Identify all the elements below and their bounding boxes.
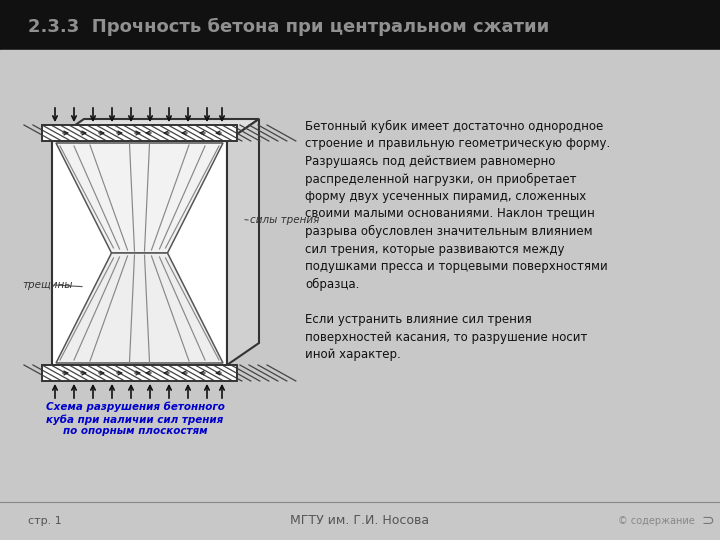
- Text: своими малыми основаниями. Наклон трещин: своими малыми основаниями. Наклон трещин: [305, 207, 595, 220]
- Text: Схема разрушения бетонного
куба при наличии сил трения
по опорным плоскостям: Схема разрушения бетонного куба при нали…: [45, 402, 225, 436]
- Text: силы трения: силы трения: [250, 215, 320, 225]
- Text: © содержание: © содержание: [618, 516, 695, 526]
- Text: распределенной нагрузки, он приобретает: распределенной нагрузки, он приобретает: [305, 172, 577, 186]
- Polygon shape: [56, 253, 223, 363]
- Text: поверхностей касания, то разрушение носит: поверхностей касания, то разрушение носи…: [305, 330, 588, 343]
- Text: МГТУ им. Г.И. Носова: МГТУ им. Г.И. Носова: [290, 515, 430, 528]
- Bar: [42, 365, 237, 381]
- Bar: [42, 125, 237, 141]
- Text: трещины: трещины: [22, 280, 73, 290]
- Text: ⊃: ⊃: [701, 514, 714, 529]
- Bar: [42, 365, 237, 381]
- Text: разрыва обусловлен значительным влиянием: разрыва обусловлен значительным влиянием: [305, 225, 593, 238]
- Text: Бетонный кубик имеет достаточно однородное: Бетонный кубик имеет достаточно однородн…: [305, 120, 603, 133]
- Text: форму двух усеченных пирамид, сложенных: форму двух усеченных пирамид, сложенных: [305, 190, 586, 203]
- Polygon shape: [227, 119, 259, 365]
- Text: Разрушаясь под действием равномерно: Разрушаясь под действием равномерно: [305, 155, 555, 168]
- Text: сил трения, которые развиваются между: сил трения, которые развиваются между: [305, 242, 564, 255]
- Bar: [52, 141, 227, 365]
- Text: Если устранить влияние сил трения: Если устранить влияние сил трения: [305, 313, 532, 326]
- Text: стр. 1: стр. 1: [28, 516, 62, 526]
- Bar: [0, 0, 720, 50]
- Text: 2.3.3  Прочность бетона при центральном сжатии: 2.3.3 Прочность бетона при центральном с…: [28, 18, 549, 36]
- Text: иной характер.: иной характер.: [305, 348, 401, 361]
- Polygon shape: [52, 119, 259, 141]
- Polygon shape: [56, 143, 223, 253]
- Bar: [42, 125, 237, 141]
- Text: подушками пресса и торцевыми поверхностями: подушками пресса и торцевыми поверхностя…: [305, 260, 608, 273]
- Text: строение и правильную геометрическую форму.: строение и правильную геометрическую фор…: [305, 138, 611, 151]
- Bar: [0, 50, 720, 502]
- Text: образца.: образца.: [305, 278, 359, 291]
